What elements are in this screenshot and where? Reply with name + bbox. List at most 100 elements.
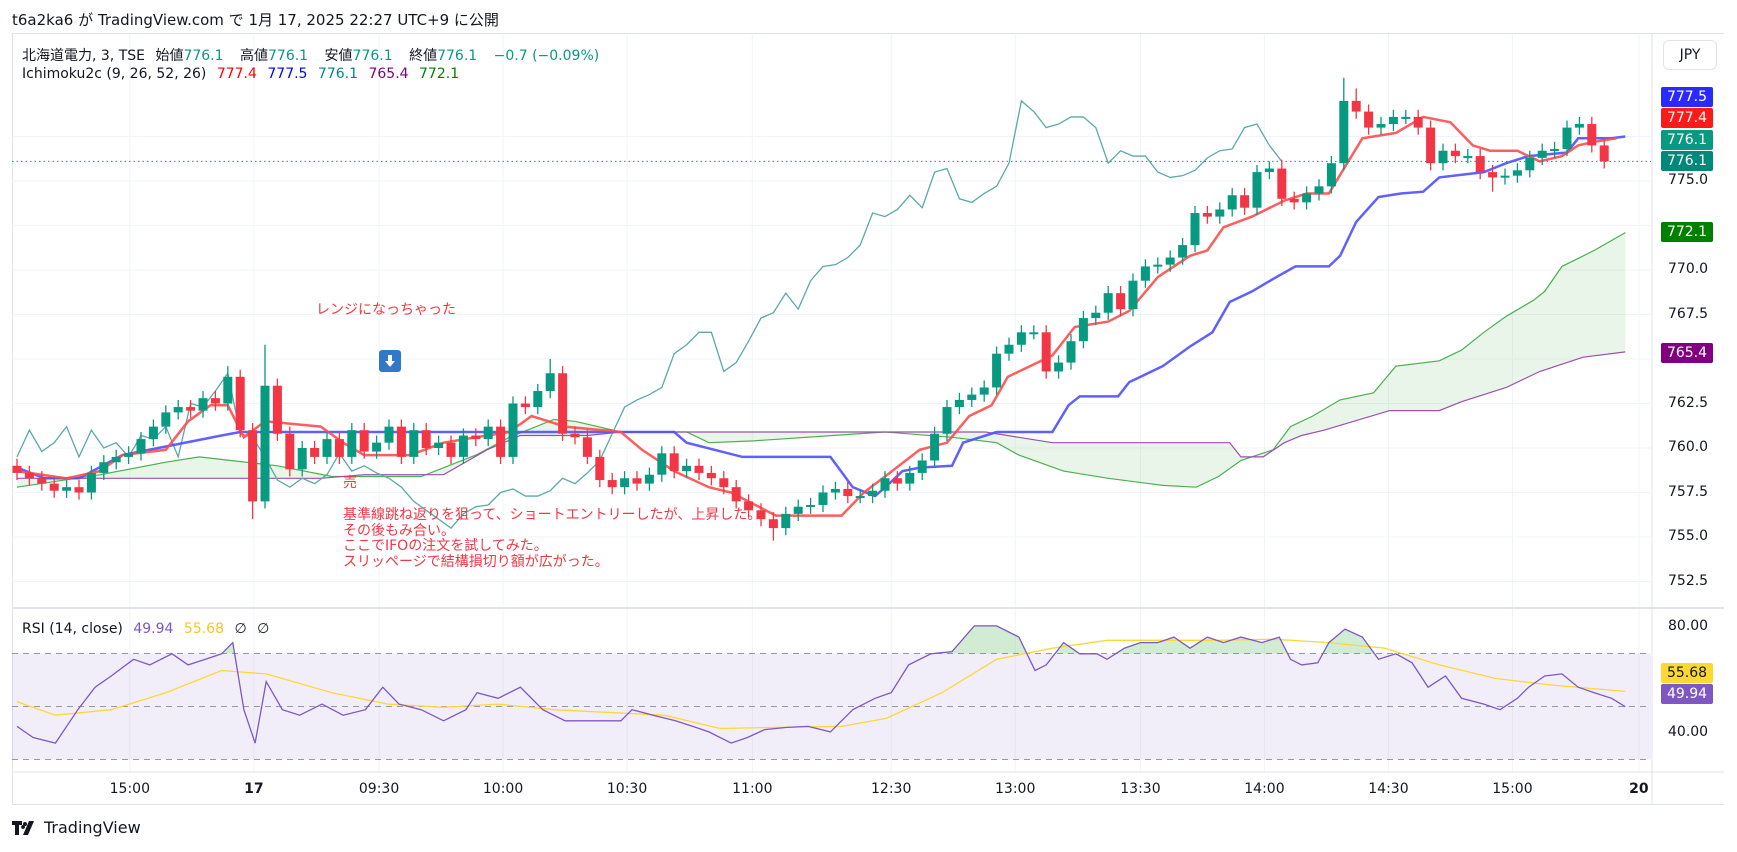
candle [260, 344, 270, 509]
candle-body [1314, 186, 1324, 194]
candle-body [372, 442, 382, 452]
candle-body [124, 453, 134, 457]
candle [1202, 205, 1212, 224]
candle-body [1277, 168, 1287, 199]
time-tick-label: 20 [1629, 781, 1649, 797]
candle [595, 449, 605, 488]
candle-body [1078, 318, 1088, 342]
candle [471, 428, 481, 447]
candle [1029, 325, 1039, 340]
candle-body [1438, 150, 1448, 164]
candle-body [136, 439, 146, 454]
candle-body [756, 510, 766, 520]
candle-body [148, 426, 158, 440]
rsi-tick-label: 40.00 [1668, 724, 1709, 740]
candle [446, 435, 456, 465]
candle [1438, 143, 1448, 171]
candle [1388, 109, 1398, 132]
chart-frame[interactable] [12, 33, 1724, 805]
price-tick-label: 767.5 [1668, 305, 1709, 322]
annotation-note[interactable]: 基準線跳ね返りを狙って、ショートエントリーしたが、上昇した。 その後もみ合い。 … [343, 507, 761, 570]
candle [942, 399, 952, 441]
currency-button[interactable]: JPY [1663, 40, 1717, 70]
candle-body [1004, 344, 1014, 354]
open-label: 始値 [155, 48, 184, 64]
time-tick-label: 09:30 [358, 781, 400, 797]
candle-body [1016, 332, 1026, 345]
candle-body [508, 403, 518, 457]
annotation-range[interactable]: レンジになっちゃった [316, 302, 456, 318]
candle [1215, 202, 1225, 224]
candle [1264, 161, 1274, 180]
candle-body [1351, 100, 1361, 112]
candle [1091, 305, 1101, 326]
candle-body [347, 430, 357, 457]
candle-body [1054, 362, 1064, 372]
candle [37, 471, 47, 491]
candle-body [496, 426, 506, 457]
tradingview-logo[interactable]: TradingView [12, 818, 141, 837]
span-a-value: 772.1 [419, 66, 460, 82]
candle [384, 419, 394, 450]
close-value: 776.1 [437, 48, 478, 64]
candle [1178, 237, 1188, 265]
candle [520, 396, 530, 415]
candle [1116, 286, 1126, 317]
candle-body [768, 519, 778, 529]
annotation-sell[interactable]: 売 [343, 475, 357, 491]
sell-arrow-down-icon[interactable] [379, 350, 401, 372]
candle [570, 426, 580, 445]
candle [930, 426, 940, 468]
candle [545, 359, 555, 399]
price-axis-label: 777.5 [1661, 87, 1713, 107]
indicator-name[interactable]: Ichimoku2c (9, 26, 52, 26) [22, 66, 207, 82]
candle-body [12, 465, 22, 473]
candle-body [248, 430, 258, 502]
candle [1165, 250, 1175, 272]
symbol-name[interactable]: 北海道電力, 3, TSE [22, 48, 145, 64]
candle-body [409, 430, 419, 457]
na-icon: ∅ [257, 621, 270, 637]
high-label: 高値 [240, 48, 268, 64]
candle-body [632, 478, 642, 484]
price-axis-label: 776.1 [1661, 130, 1713, 150]
candle [1289, 191, 1299, 210]
price-tick-label: 752.5 [1668, 572, 1709, 589]
candle-body [1463, 156, 1473, 159]
time-tick-label: 10:30 [606, 781, 648, 797]
candle [24, 465, 34, 486]
rsi-ma-value: 55.68 [183, 621, 224, 637]
candle-body [24, 472, 34, 479]
candle-body [979, 387, 989, 395]
candle [148, 419, 158, 447]
change-value: −0.7 (−0.09%) [493, 48, 600, 64]
price-tick-label: 762.5 [1668, 394, 1709, 411]
candle-body [731, 487, 741, 502]
high-value: 776.1 [268, 48, 309, 64]
candle [359, 423, 369, 459]
candle [334, 431, 344, 465]
candle-body [483, 426, 493, 440]
price-tick-label: 770.0 [1668, 261, 1709, 277]
rsi-name[interactable]: RSI (14, close) [22, 621, 123, 637]
price-axis-label: 777.4 [1661, 108, 1713, 128]
candle [954, 392, 964, 415]
candle-body [260, 385, 270, 502]
candle-body [607, 480, 617, 488]
candle-body [1599, 145, 1609, 162]
candle [396, 419, 406, 465]
candle-body [520, 403, 530, 408]
candle-body [781, 513, 791, 529]
candle-body [1190, 213, 1200, 246]
time-tick-label: 12:30 [871, 781, 912, 797]
candle [1599, 138, 1609, 169]
candle-body [843, 488, 853, 497]
candle [793, 499, 803, 521]
candle-body [86, 472, 96, 493]
candle [1078, 310, 1088, 349]
candle [1562, 120, 1572, 157]
candle-body [1450, 150, 1460, 157]
candle-body [1550, 148, 1560, 151]
senkou-span-a-line [16, 232, 1626, 488]
